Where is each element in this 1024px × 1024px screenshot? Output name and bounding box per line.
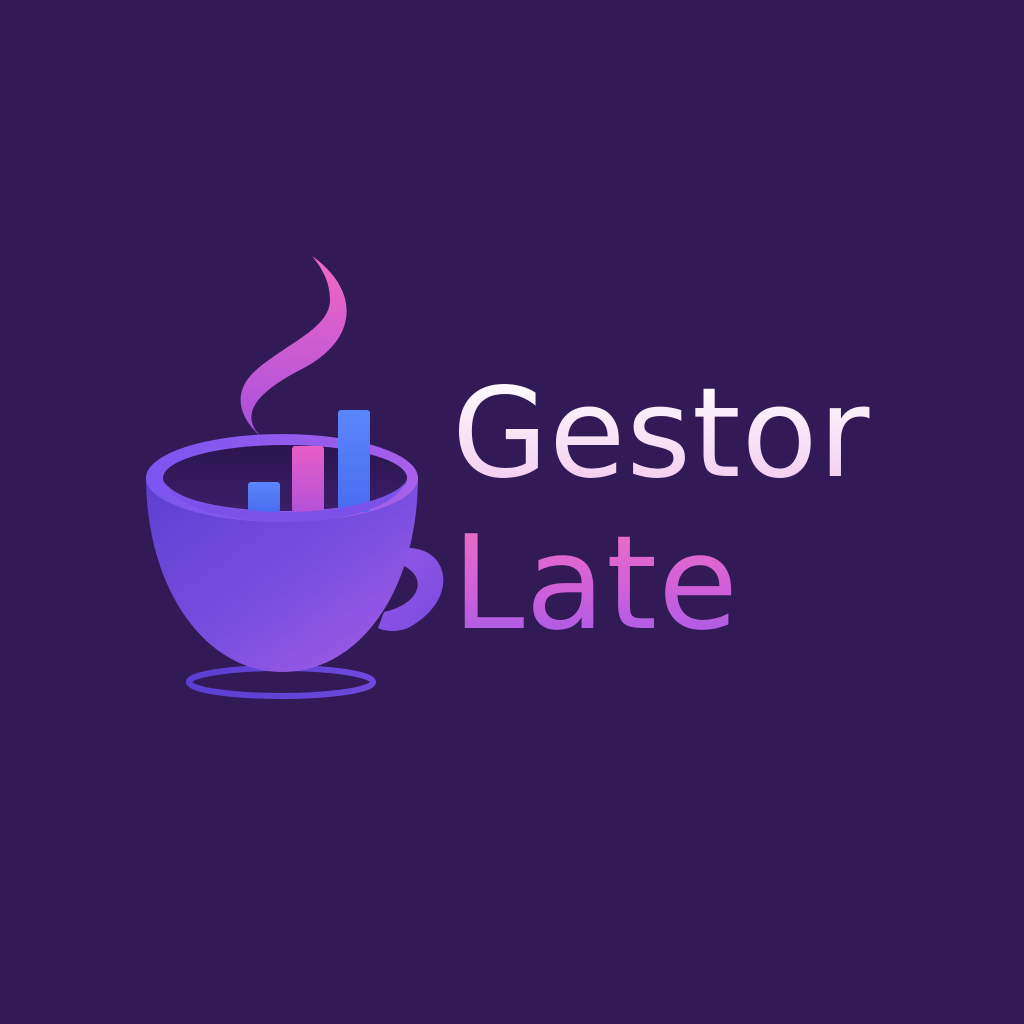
saucer <box>186 665 376 699</box>
cup-handle <box>378 548 444 631</box>
chart-bar-tall <box>338 410 370 512</box>
brand-wordmark: Gestor Late <box>452 372 972 672</box>
brand-name-line-1: Gestor <box>452 362 871 506</box>
chart-bar-medium <box>292 446 324 512</box>
cup-body <box>146 476 418 672</box>
steam-swirl <box>240 256 347 444</box>
cup-opening <box>163 445 407 511</box>
brand-name-line-2: Late <box>452 507 740 659</box>
chart-bar-short <box>248 482 280 512</box>
cup-front-lip <box>163 478 407 522</box>
